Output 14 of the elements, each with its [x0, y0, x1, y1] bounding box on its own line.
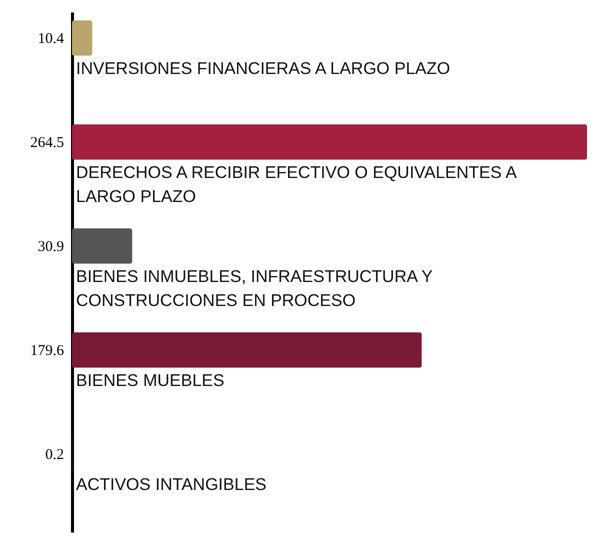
data-label: 10.4: [38, 31, 64, 47]
y-tick-label: ACTIVOS INTANGIBLES: [76, 474, 267, 494]
bar: [72, 332, 422, 368]
y-tick-label: INVERSIONES FINANCIERAS A LARGO PLAZO: [76, 58, 450, 78]
data-label: 0.2: [45, 447, 64, 463]
y-tick-label: BIENES INMUEBLES, INFRAESTRUCTURA Y CONSTRUCCIONES EN PROCESO: [76, 266, 433, 310]
data-label: 264.5: [30, 135, 64, 151]
bar: [72, 20, 92, 56]
y-tick-label: BIENES MUEBLES: [76, 370, 224, 390]
bar: [72, 124, 587, 160]
y-tick-label: DERECHOS A RECIBIR EFECTIVO O EQUIVALENTES A LARGO PLAZO: [76, 162, 518, 206]
data-label: 30.9: [38, 239, 64, 255]
data-label: 179.6: [30, 343, 64, 359]
bar: [72, 228, 132, 264]
